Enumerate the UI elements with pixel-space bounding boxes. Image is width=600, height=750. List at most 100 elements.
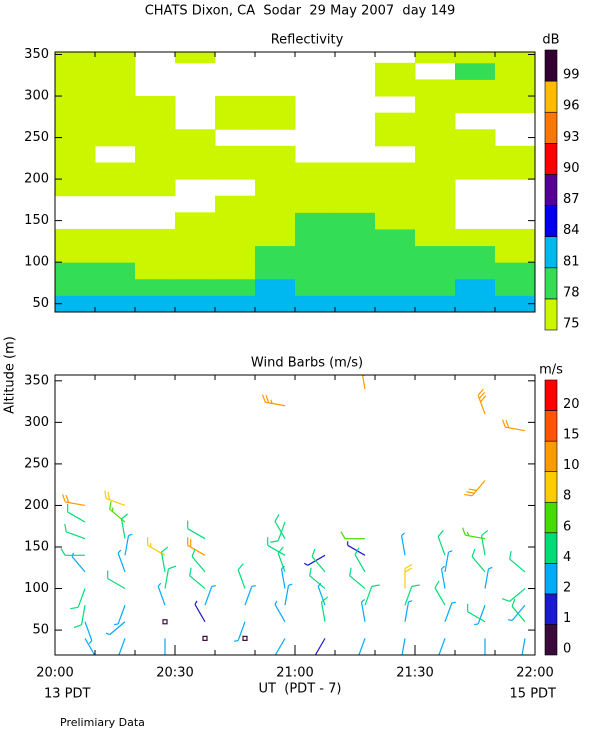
reflectivity-cell xyxy=(55,62,96,80)
reflectivity-cell xyxy=(135,112,176,130)
barb-feather xyxy=(468,488,477,492)
barb-feather xyxy=(270,540,279,543)
colorbar-label: 6 xyxy=(563,519,571,534)
barb-feather xyxy=(462,527,466,536)
reflectivity-cell xyxy=(455,79,496,97)
barb-feather xyxy=(481,529,489,537)
wind-barb xyxy=(277,546,286,573)
reflectivity-cell xyxy=(375,278,416,296)
reflectivity-cell xyxy=(375,162,416,180)
reflectivity-cell xyxy=(175,52,216,64)
barb-staff xyxy=(311,556,326,573)
barb-staff xyxy=(437,536,446,556)
colorbar-label: 78 xyxy=(563,285,580,300)
start-note: 13 PDT xyxy=(44,687,91,702)
colorbar-label: 81 xyxy=(563,254,580,269)
reflectivity-cell xyxy=(55,79,96,97)
barb-feather xyxy=(401,532,405,537)
barb-staff xyxy=(347,544,366,556)
reflectivity-cell xyxy=(415,179,456,197)
barb-feather xyxy=(411,584,420,587)
reflectivity-cell xyxy=(455,129,496,147)
reflectivity-cell xyxy=(375,212,416,230)
calm-marker xyxy=(242,635,248,641)
barb-staff xyxy=(187,528,206,540)
barb-staff xyxy=(477,604,486,625)
wind-barb xyxy=(484,638,486,655)
barb-staff xyxy=(509,588,526,602)
barb-feather xyxy=(354,547,360,555)
colorbar-unit: m/s xyxy=(539,363,563,378)
barb-feather xyxy=(349,567,352,576)
reflectivity-cell xyxy=(375,112,416,130)
reflectivity-cell xyxy=(255,262,296,280)
reflectivity-cell xyxy=(135,262,176,280)
reflectivity-cell xyxy=(255,295,296,312)
barb-feather xyxy=(502,419,506,428)
barb-feather xyxy=(488,566,493,570)
reflectivity-cell xyxy=(95,228,136,247)
wind-barb xyxy=(284,583,293,606)
barb-feather xyxy=(321,596,329,603)
reflectivity-cell xyxy=(175,278,216,296)
reflectivity-cell xyxy=(95,179,136,197)
wind-barb xyxy=(71,552,86,573)
wind-barb xyxy=(242,635,248,641)
barb-staff xyxy=(67,511,86,523)
wind-barb xyxy=(401,638,406,655)
barb-staff xyxy=(274,638,286,655)
reflectivity-cell xyxy=(415,245,456,263)
reflectivity-cell xyxy=(375,179,416,197)
reflectivity-cell xyxy=(335,162,376,180)
reflectivity-cell xyxy=(215,96,256,114)
wind-barb xyxy=(114,604,126,626)
colorbar-box xyxy=(544,80,558,113)
barb-feather xyxy=(434,657,438,658)
wind-barb xyxy=(84,638,96,659)
barb-staff xyxy=(320,601,326,622)
wind-barb xyxy=(444,550,453,573)
reflectivity-cell xyxy=(495,145,535,163)
y-tick-label: 250 xyxy=(24,130,49,145)
barb-feather xyxy=(501,598,510,602)
footer-note: Prelimiary Data xyxy=(60,716,145,729)
barb-feather xyxy=(128,533,133,537)
wind-barb xyxy=(187,520,206,540)
reflectivity-cell xyxy=(55,129,96,147)
barb-staff xyxy=(80,605,86,625)
reflectivity-cell xyxy=(335,278,376,296)
reflectivity-cell xyxy=(375,262,416,280)
colorbar-box xyxy=(544,174,558,206)
barb-staff xyxy=(438,638,446,655)
reflectivity-cell xyxy=(215,112,256,130)
colorbar-label: 93 xyxy=(563,130,580,145)
barb-feather xyxy=(65,494,70,503)
reflectivity-cell xyxy=(95,162,136,180)
barb-feather xyxy=(60,548,66,556)
barb-feather xyxy=(511,598,516,607)
barb-feather xyxy=(340,531,346,539)
reflectivity-cell xyxy=(455,262,496,280)
reflectivity-cell xyxy=(215,262,256,280)
reflectivity-cell xyxy=(295,278,336,296)
reflectivity-cell xyxy=(95,245,136,263)
wind-barb xyxy=(162,619,168,625)
reflectivity-cell xyxy=(175,262,216,280)
y-tick-label: 100 xyxy=(24,255,49,270)
wind-barb xyxy=(262,394,286,407)
wind-barb xyxy=(60,548,85,556)
reflectivity-cell xyxy=(375,228,416,247)
reflectivity-cell xyxy=(95,129,136,147)
wind-barb xyxy=(303,554,326,566)
barb-staff xyxy=(71,556,86,573)
barb-feather xyxy=(361,599,365,603)
barb-feather xyxy=(408,600,413,603)
barb-staff xyxy=(361,375,366,390)
barb-feather xyxy=(441,565,445,570)
reflectivity-cell xyxy=(255,179,296,197)
wind-barb xyxy=(189,567,206,589)
reflectivity-cell xyxy=(335,228,376,247)
wind-barb xyxy=(117,549,126,573)
barb-feather xyxy=(93,656,95,659)
